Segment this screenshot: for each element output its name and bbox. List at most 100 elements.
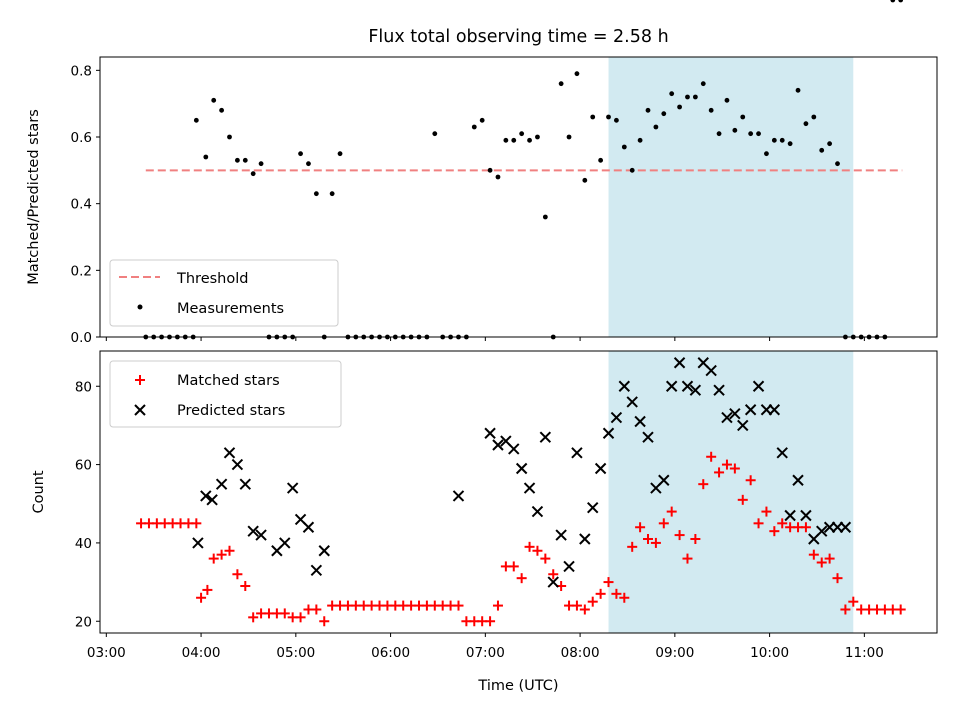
- y-axis-label: Matched/Predicted stars: [26, 109, 42, 285]
- matched-point: [777, 518, 788, 529]
- matched-point: [635, 522, 646, 533]
- predicted-point: [721, 411, 733, 424]
- measurement-point: [542, 214, 548, 220]
- measurement-point: [716, 131, 722, 137]
- matched-point: [540, 553, 551, 564]
- matched-point: [603, 577, 614, 588]
- predicted-point: [658, 474, 670, 486]
- measurement-point: [677, 104, 682, 110]
- x-axis-label: Time (UTC): [477, 678, 558, 694]
- matched-point: [295, 612, 306, 623]
- predicted-point: [223, 447, 236, 459]
- predicted-point: [689, 384, 702, 396]
- legend-measurements-label: Measurements: [177, 301, 284, 317]
- matched-point: [808, 549, 819, 560]
- measurement-point: [700, 81, 706, 87]
- measurement-point: [606, 114, 611, 120]
- measurement-point: [692, 94, 698, 100]
- shaded-span: [608, 351, 854, 633]
- measurement-point: [329, 191, 335, 197]
- predicted-point: [579, 533, 591, 545]
- measurement-point: [740, 114, 746, 120]
- predicted-point: [713, 384, 725, 396]
- legend: Threshold Measurements: [109, 259, 339, 327]
- predicted-point: [634, 415, 646, 428]
- matched-point: [202, 584, 213, 595]
- measurement-point: [629, 167, 635, 173]
- measurement-point: [685, 94, 690, 100]
- predicted-point: [539, 431, 552, 443]
- matched-point: [761, 506, 772, 517]
- measurement-point: [527, 137, 532, 143]
- measurement-point: [890, 0, 896, 3]
- measurement-point: [471, 124, 477, 130]
- matched-point: [311, 604, 322, 615]
- legend-plus-marker: [135, 375, 145, 385]
- matched-point: [524, 541, 535, 552]
- matched-point: [832, 573, 843, 584]
- predicted-point: [215, 478, 228, 490]
- x-tick-label: 04:00: [182, 645, 221, 661]
- measurement-point: [787, 141, 793, 147]
- shaded-span: [608, 57, 854, 337]
- y-ticks: 0.0 0.2 0.4 0.6 0.8: [71, 63, 100, 346]
- matched-point: [208, 553, 219, 564]
- legend-x-marker: [134, 404, 146, 416]
- y-tick-label: 0.4: [71, 197, 92, 213]
- predicted-point: [452, 490, 465, 502]
- predicted-point: [206, 494, 218, 506]
- predicted-point: [744, 404, 757, 416]
- y-ticks: 20 40 60 80: [75, 379, 100, 630]
- predicted-point: [255, 529, 267, 541]
- predicted-point: [673, 357, 686, 369]
- measurement-point: [590, 114, 596, 120]
- predicted-point: [531, 505, 544, 518]
- y-tick-label: 40: [75, 536, 92, 552]
- matched-point: [682, 553, 693, 564]
- matched-point: [196, 592, 207, 603]
- predicted-point: [587, 501, 599, 514]
- measurement-point: [242, 157, 248, 163]
- measurement-point: [614, 117, 619, 123]
- predicted-point: [800, 509, 812, 522]
- measurement-point: [621, 144, 627, 150]
- matched-point: [721, 459, 732, 470]
- measurement-point: [708, 107, 714, 113]
- matched-point: [595, 588, 606, 599]
- predicted-point: [681, 380, 694, 392]
- plot-frame: [99, 350, 938, 634]
- matched-point: [216, 549, 227, 560]
- matched-point: [753, 518, 764, 529]
- predicted-point: [816, 525, 828, 537]
- measurement-point: [432, 131, 438, 137]
- measurement-point: [495, 174, 501, 180]
- measurement-point: [298, 151, 303, 157]
- plot-frame: [99, 56, 938, 338]
- y-tick-label: 60: [75, 458, 92, 474]
- measurement-point: [582, 177, 588, 183]
- predicted-point: [776, 447, 788, 459]
- matched-point: [579, 604, 590, 615]
- predicted-point: [618, 380, 631, 392]
- predicted-point: [610, 411, 623, 424]
- measurement-point: [313, 191, 319, 197]
- legend-box: [109, 259, 339, 327]
- measurement-point: [203, 154, 209, 160]
- predicted-point: [839, 521, 852, 533]
- matched-point: [769, 526, 780, 537]
- y-tick-label: 0.8: [71, 63, 92, 79]
- legend-predicted-swatch: [134, 404, 146, 416]
- measurement-point: [637, 137, 643, 143]
- measurement-point: [250, 171, 256, 177]
- matched-point: [674, 530, 685, 541]
- measurement-point: [558, 81, 564, 87]
- predicted-point: [594, 462, 607, 475]
- measurement-point: [306, 161, 311, 167]
- matched-point: [816, 557, 827, 568]
- measurement-point: [835, 161, 840, 167]
- predicted-point: [310, 564, 323, 577]
- legend-threshold-label: Threshold: [176, 271, 248, 287]
- measurement-point: [819, 147, 825, 153]
